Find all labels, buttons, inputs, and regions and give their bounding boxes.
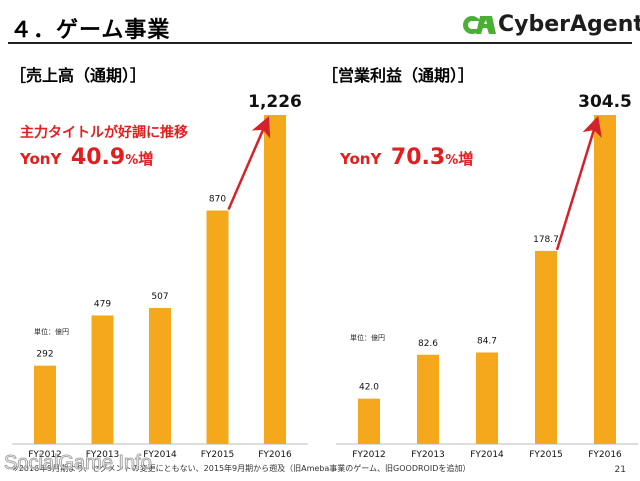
chart-left-category-FY2016: FY2016 xyxy=(258,450,292,460)
chart-left-value-label-FY2016: 1,226 xyxy=(248,92,302,112)
chart-left-unit-label: 単位：億円 xyxy=(34,327,69,336)
chart-right-value-label-FY2015: 178.7 xyxy=(533,235,559,245)
chart-left-bar-FY2012 xyxy=(34,365,56,444)
page-title: ４．ゲーム事業 xyxy=(10,18,171,43)
right-section-title: ［営業利益（通期）］ xyxy=(322,66,475,85)
chart-right-bar-FY2013 xyxy=(417,354,439,444)
right-callout-yoy: YonY 70.3%増 xyxy=(340,145,473,170)
chart-right-bar-FY2014 xyxy=(476,352,498,444)
chart-right-unit-label: 単位：億円 xyxy=(350,333,385,342)
chart-right-bar-FY2016 xyxy=(594,115,616,444)
left-callout-yoy: YonY 40.9%増 xyxy=(20,145,153,170)
left-yoy-pct: 40.9 xyxy=(70,145,126,170)
chart-left-category-FY2013: FY2013 xyxy=(86,450,120,460)
title-divider xyxy=(8,42,632,44)
chart-right-category-FY2015: FY2015 xyxy=(529,450,563,460)
chart-left-category-FY2014: FY2014 xyxy=(143,450,177,460)
logo-text: CyberAgent xyxy=(498,12,640,37)
left-yoy-label: YonY xyxy=(20,150,62,168)
chart-left-category-FY2012: FY2012 xyxy=(28,450,62,460)
chart-right-category-FY2012: FY2012 xyxy=(352,450,386,460)
watermark: SocialGame Info xyxy=(4,452,153,475)
chart-right-growth-arrow xyxy=(555,115,602,251)
chart-left-category-FY2015: FY2015 xyxy=(201,450,235,460)
left-yoy-pct-unit: % xyxy=(125,153,139,168)
chart-right-value-label-FY2012: 42.0 xyxy=(359,383,379,393)
right-yoy-pct-unit: % xyxy=(445,153,459,168)
chart-right-category-FY2013: FY2013 xyxy=(411,450,445,460)
chart-left-bar-FY2013 xyxy=(91,315,114,444)
cyberagent-logo-icon xyxy=(463,16,496,34)
chart-left-value-label-FY2013: 479 xyxy=(94,299,111,309)
chart-left-value-label-FY2015: 870 xyxy=(209,195,226,205)
chart-right-category-FY2016: FY2016 xyxy=(588,450,622,460)
chart-left-value-label-FY2014: 507 xyxy=(151,292,168,302)
chart-right-value-label-FY2016: 304.5 xyxy=(578,92,632,112)
left-yoy-suffix: 増 xyxy=(138,150,154,168)
chart-right-value-label-FY2014: 84.7 xyxy=(477,336,497,346)
chart-right-value-label-FY2013: 82.6 xyxy=(418,339,438,349)
right-yoy-suffix: 増 xyxy=(458,150,474,168)
chart-right-category-FY2014: FY2014 xyxy=(470,450,504,460)
chart-right-bar-FY2012 xyxy=(358,398,380,444)
right-yoy-pct: 70.3 xyxy=(390,145,446,170)
chart-left-bar-FY2016 xyxy=(264,115,286,444)
cyberagent-logo: CyberAgent xyxy=(462,10,640,42)
page-number: 21 xyxy=(614,465,626,475)
chart-left-bar-FY2014 xyxy=(149,307,171,444)
left-section-title: ［売上高（通期）］ xyxy=(10,66,147,85)
right-yoy-label: YonY xyxy=(340,150,382,168)
chart-left-bar-FY2015 xyxy=(206,210,229,444)
left-callout-text: 主力タイトルが好調に推移 xyxy=(20,125,188,141)
chart-left-growth-arrow xyxy=(227,116,271,211)
chart-left-value-label-FY2012: 292 xyxy=(36,350,53,360)
chart-right-bar-FY2015 xyxy=(535,250,557,444)
footnote: ※2016年9月期より、セグメントの変更にともない、2015年9月期から遡及（旧… xyxy=(12,464,471,473)
